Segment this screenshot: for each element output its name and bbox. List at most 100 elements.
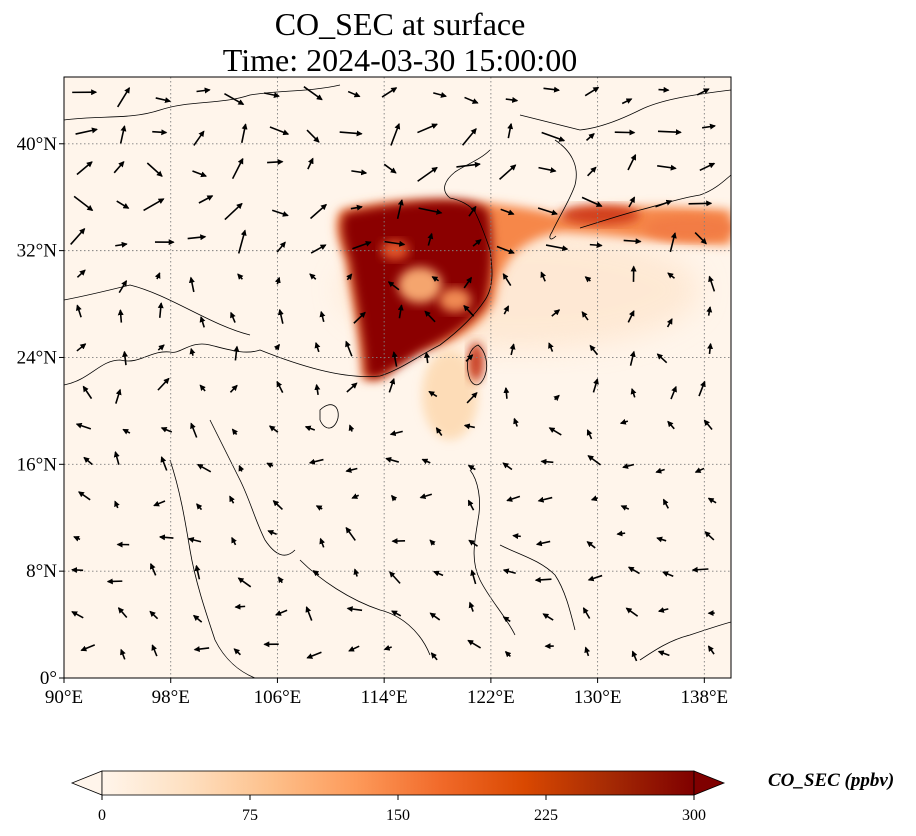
wind-arrow (275, 609, 288, 616)
wind-arrow (584, 646, 591, 657)
wind-arrow (80, 644, 96, 652)
wind-arrow (119, 125, 127, 144)
wind-arrow (463, 276, 473, 289)
wind-arrow (383, 163, 397, 174)
map-background (64, 77, 731, 678)
wind-arrow (266, 462, 274, 469)
wind-arrow (470, 569, 477, 585)
wind-arrow (308, 458, 324, 465)
wind-arrow (157, 302, 164, 318)
wind-arrow (433, 92, 447, 98)
wind-arrow (704, 531, 715, 541)
wind-arrow (421, 458, 431, 465)
wind-arrow (346, 606, 363, 613)
wind-arrow (587, 574, 603, 582)
wind-arrow (500, 208, 515, 216)
wind-arrow (616, 530, 626, 537)
wind-arrow (623, 238, 642, 245)
x-tick-label: 106°E (254, 687, 302, 708)
wind-arrow (276, 241, 286, 253)
wind-arrow (122, 350, 128, 366)
wind-arrow (117, 607, 128, 619)
colorbar-tick-label: 300 (682, 807, 706, 824)
wind-arrow (551, 309, 561, 317)
wind-arrow (472, 239, 482, 247)
wind-arrow (233, 648, 241, 656)
wind-arrow (152, 129, 168, 136)
wind-arrow (504, 650, 512, 658)
wind-arrow (314, 341, 321, 353)
wind-arrow (271, 209, 289, 217)
wind-arrow (388, 377, 396, 393)
wind-arrow (656, 536, 667, 543)
wind-arrow (655, 199, 673, 208)
wind-arrow (71, 611, 84, 619)
wind-arrow (269, 126, 290, 136)
wind-arrow (381, 87, 398, 98)
wind-arrow (154, 272, 161, 280)
wind-arrow (189, 347, 196, 356)
wind-arrow (670, 385, 677, 400)
wind-arrow (513, 417, 519, 427)
wind-arrow (582, 607, 591, 619)
wind-arrow (429, 539, 436, 546)
wind-arrow (703, 419, 713, 430)
wind-arrow (307, 157, 314, 170)
wind-arrow (586, 541, 596, 549)
wind-arrow (309, 203, 327, 220)
wind-arrow (353, 568, 360, 577)
wind-arrow (696, 88, 710, 96)
wind-arrow (584, 86, 600, 97)
wind-arrow (389, 571, 401, 584)
wind-arrow (628, 196, 636, 208)
wind-arrow (465, 354, 474, 362)
wind-arrow (312, 570, 320, 577)
x-tick-label: 90°E (45, 687, 83, 708)
wind-arrow (621, 98, 633, 105)
wind-arrow (419, 493, 433, 500)
wind-arrow (534, 576, 552, 583)
wind-arrow (657, 164, 677, 171)
wind-arrow (503, 386, 510, 399)
wind-arrow (581, 196, 603, 207)
wind-arrow (237, 229, 247, 254)
wind-arrow (224, 92, 245, 106)
wind-arrow (73, 195, 94, 212)
wind-arrow (390, 122, 401, 146)
wind-arrow (512, 533, 521, 540)
wind-arrow (115, 241, 128, 248)
wind-arrow (82, 385, 93, 400)
wind-arrow (113, 160, 125, 174)
wind-arrow (71, 567, 84, 574)
x-tick-label: 122°E (467, 687, 515, 708)
wind-arrow (466, 392, 478, 404)
wind-arrow (319, 537, 326, 548)
colorbar-tick-label: 75 (242, 807, 258, 824)
plot-title: CO_SEC at surface (274, 6, 526, 42)
wind-arrow (658, 86, 670, 93)
wind-arrow (629, 350, 636, 366)
wind-arrow (589, 344, 599, 356)
wind-arrow (193, 646, 210, 653)
colorbar-ticks: 0 75 150 225 300 (98, 795, 706, 824)
wind-arrow (698, 380, 706, 397)
wind-arrow (699, 162, 716, 172)
wind-arrow (160, 456, 168, 471)
wind-arrow (667, 272, 676, 279)
wind-arrow (537, 496, 553, 503)
wind-arrow (304, 425, 316, 432)
wind-arrow (237, 577, 252, 588)
wind-arrow (346, 382, 358, 393)
wind-arrow (143, 198, 165, 212)
plot-subtitle: Time: 2024-03-30 15:00:00 (222, 42, 578, 78)
wind-arrow (464, 96, 479, 104)
colorbar-tick-label: 225 (534, 807, 558, 824)
wind-arrow (199, 384, 206, 392)
wind-arrow (114, 500, 120, 509)
wind-arrow (237, 273, 244, 280)
wind-arrow (351, 493, 360, 499)
wind-arrow (229, 384, 238, 393)
wind-arrow (502, 616, 511, 623)
y-tick-label: 40°N (17, 134, 58, 155)
